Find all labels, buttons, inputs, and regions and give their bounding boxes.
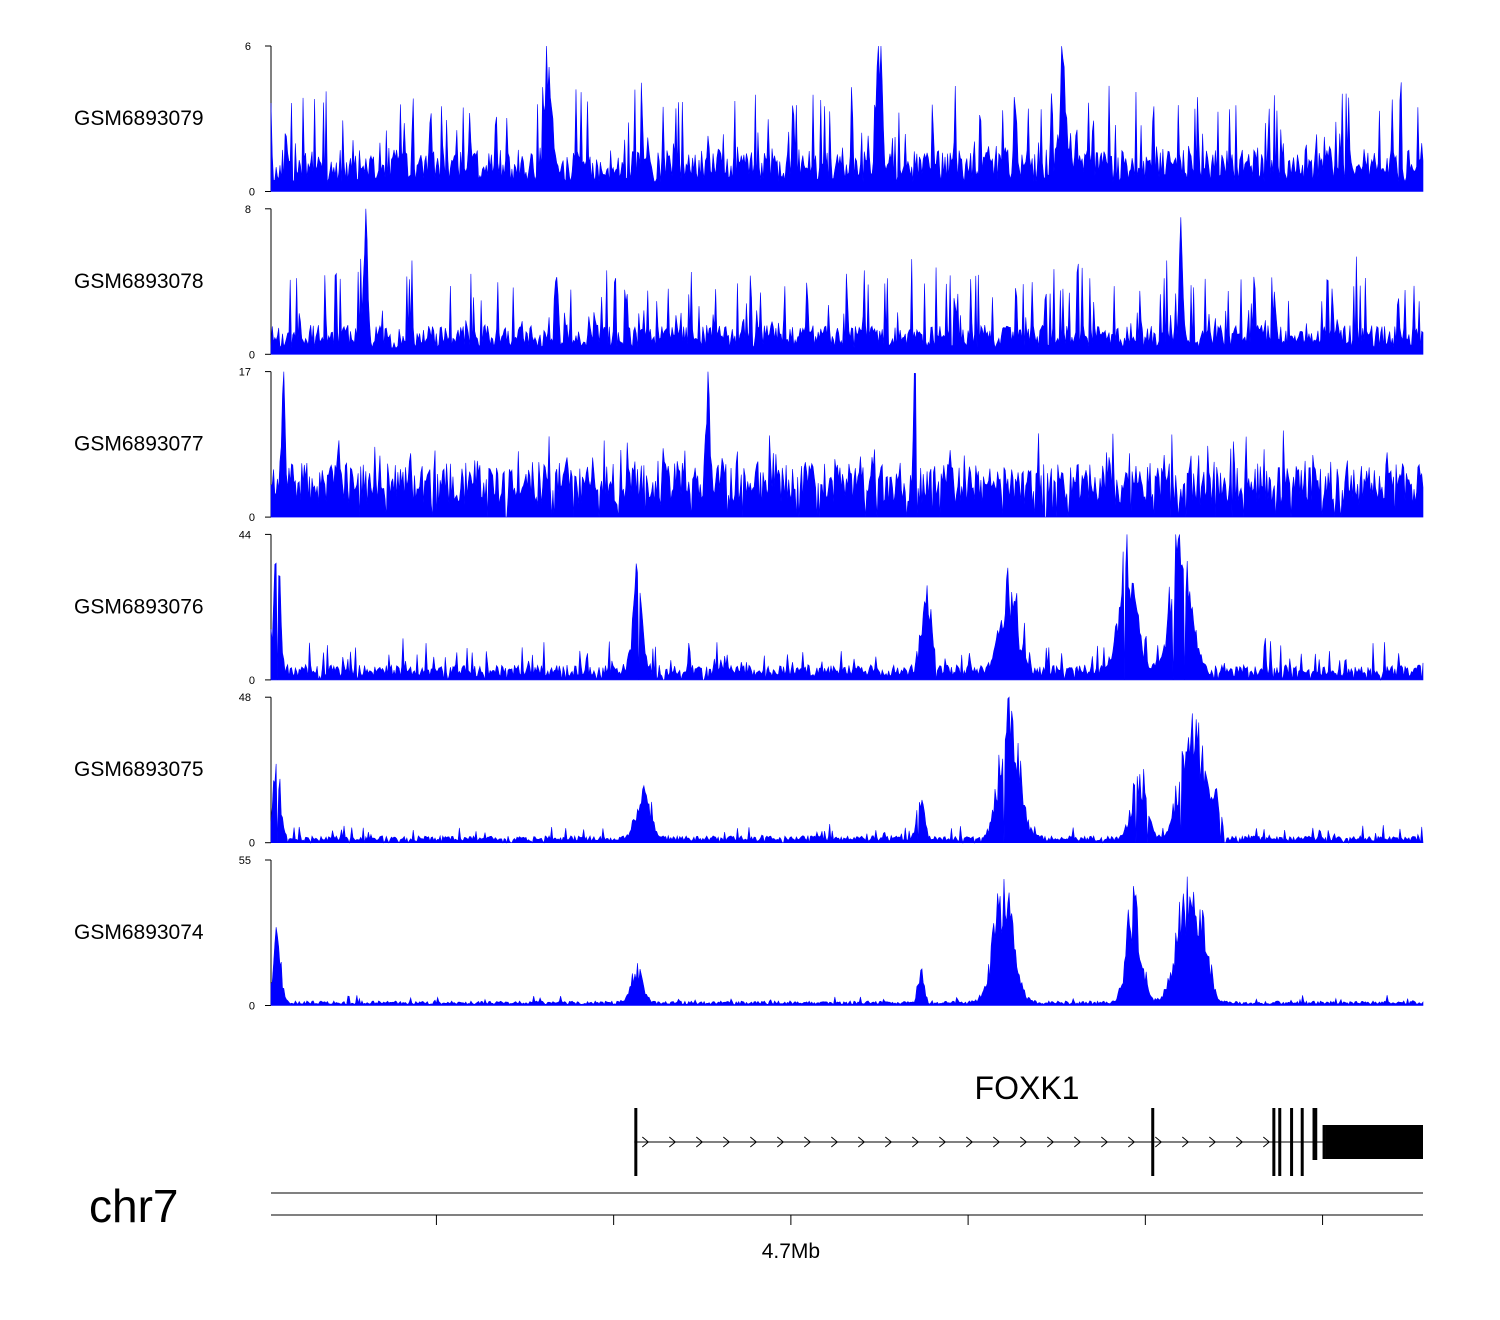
y-tick-label-zero: 0 <box>249 1001 255 1013</box>
track-label: GSM6893075 <box>74 758 204 781</box>
gene-exon <box>1325 1125 1423 1159</box>
genomic-axis: chr7 4.7Mb <box>89 1180 1423 1263</box>
strand-arrow <box>912 1136 920 1148</box>
strand-arrow <box>723 1136 731 1148</box>
strand-arrow <box>1181 1136 1190 1148</box>
strand-arrow <box>1127 1136 1136 1148</box>
strand-arrow <box>1154 1136 1163 1148</box>
y-tick-label-max: 8 <box>245 204 251 216</box>
y-tick-label-max: 44 <box>239 529 251 541</box>
gene-exon <box>1151 1108 1155 1176</box>
strand-arrow <box>966 1136 974 1148</box>
strand-arrow <box>1208 1136 1217 1148</box>
gene-exon <box>1312 1108 1318 1160</box>
track-label: GSM6893074 <box>74 921 204 944</box>
x-tick-label: 4.7Mb <box>762 1240 820 1263</box>
track-label: GSM6893076 <box>74 595 204 618</box>
signal-area <box>270 371 1424 518</box>
strand-arrow <box>993 1136 1001 1148</box>
strand-arrow <box>1019 1136 1028 1148</box>
track-label: GSM6893079 <box>74 107 204 130</box>
strand-arrow <box>1046 1136 1055 1148</box>
strand-arrow <box>642 1136 650 1148</box>
strand-arrow <box>1262 1136 1271 1148</box>
track-label: GSM6893078 <box>74 270 204 293</box>
y-tick-label-zero: 0 <box>249 675 255 687</box>
gene-exon <box>1272 1108 1276 1176</box>
y-tick-label-max: 55 <box>239 855 251 867</box>
strand-arrow <box>750 1136 758 1148</box>
signal-area <box>270 534 1424 681</box>
y-tick-label-max: 17 <box>239 367 251 379</box>
gene-model-foxk1[interactable] <box>634 1108 1423 1176</box>
gene-track: FOXK1 <box>634 1070 1423 1176</box>
gene-exon <box>1278 1108 1282 1176</box>
track-GSM6893078: GSM6893078 8 0 <box>74 204 1424 361</box>
signal-area <box>270 208 1424 355</box>
track-GSM6893075: GSM6893075 48 0 <box>74 692 1424 850</box>
strand-arrow <box>831 1136 839 1148</box>
gene-exon <box>1300 1108 1304 1176</box>
track-GSM6893076: GSM6893076 44 0 <box>74 529 1424 687</box>
track-GSM6893077: GSM6893077 17 0 <box>74 367 1424 524</box>
signal-tracks: GSM689307960GSM689307880GSM6893077170GSM… <box>74 41 1424 1013</box>
y-tick-label-zero: 0 <box>249 187 255 199</box>
y-tick-label-zero: 0 <box>249 349 255 361</box>
strand-arrow <box>858 1136 866 1148</box>
strand-arrow <box>1100 1136 1109 1148</box>
track-GSM6893079: GSM6893079 6 0 <box>74 41 1424 199</box>
signal-area <box>270 876 1424 1006</box>
signal-area <box>270 696 1424 844</box>
strand-arrow <box>1235 1136 1244 1148</box>
gene-exon <box>1322 1125 1326 1159</box>
strand-arrow <box>885 1136 893 1148</box>
y-tick-label-zero: 0 <box>249 838 255 850</box>
track-GSM6893074: GSM6893074 55 0 <box>74 855 1424 1013</box>
y-tick-label-max: 6 <box>245 41 251 53</box>
x-ticks: 4.7Mb <box>435 1215 1324 1263</box>
gene-label: FOXK1 <box>975 1070 1080 1106</box>
strand-arrow <box>669 1136 677 1148</box>
strand-arrow <box>777 1136 785 1148</box>
track-label: GSM6893077 <box>74 433 204 456</box>
strand-arrow <box>804 1136 812 1148</box>
y-tick-label-zero: 0 <box>249 512 255 524</box>
chromosome-label: chr7 <box>89 1180 178 1232</box>
strand-arrow <box>1073 1136 1082 1148</box>
strand-arrow <box>696 1136 704 1148</box>
strand-arrow <box>939 1136 947 1148</box>
signal-area <box>270 45 1424 192</box>
gene-exon <box>634 1108 638 1176</box>
y-tick-label-max: 48 <box>239 692 251 704</box>
gene-exon <box>1290 1108 1294 1176</box>
